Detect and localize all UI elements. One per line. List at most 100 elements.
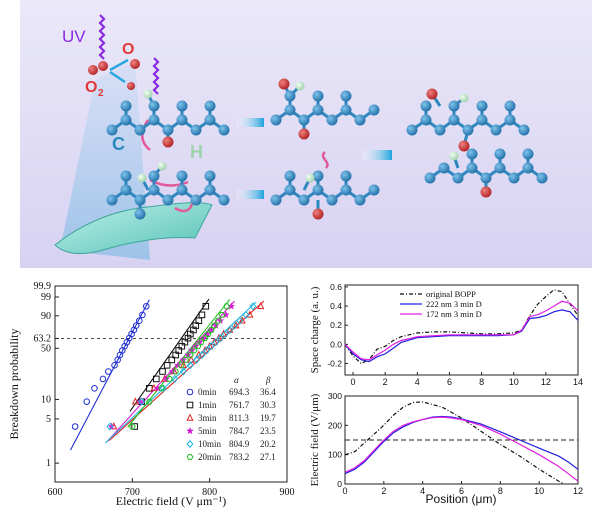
y-tick-label: 0.6 [330, 282, 342, 292]
data-point-0min-0 [71, 423, 79, 430]
x-tick-label: 6 [447, 377, 452, 387]
data-point-0min-17 [142, 302, 150, 310]
hydrogen-atom [295, 81, 305, 91]
carbon-atom [462, 124, 474, 136]
carbon-atom [204, 170, 216, 182]
carbon-atom [420, 114, 432, 126]
data-point-10min-17 [249, 302, 257, 311]
hydrogen-atom [137, 173, 147, 183]
carbon-atom [190, 124, 202, 136]
data-point-10min-0 [106, 422, 114, 431]
carbon-atom [284, 90, 296, 102]
carbon-atom [162, 194, 174, 206]
weibull-y-tick-label: 1 [46, 458, 51, 469]
carbon-atom [438, 162, 450, 174]
data-point-1min-3 [153, 375, 160, 383]
series-line-222-nm-3-min-d [344, 415, 579, 475]
data-point-0min-16 [139, 311, 146, 319]
x-tick-label: 0 [342, 486, 347, 496]
data-point-20min-1 [145, 398, 153, 405]
legend-beta-20min: 27.1 [260, 452, 276, 462]
data-point-0min-14 [132, 322, 140, 329]
carbon-atom [466, 148, 478, 160]
carbon-atom [476, 114, 488, 126]
data-point-10min-5 [186, 361, 194, 370]
data-point-1min-17 [202, 302, 210, 310]
bopp-film [54, 202, 213, 255]
oxygen-atom [480, 186, 492, 198]
o2-atom-b [98, 61, 108, 71]
carbon-atom [340, 90, 352, 102]
legend-alpha-5min: 784.7 [229, 426, 250, 436]
carbon-atom [420, 100, 432, 112]
data-point-0min-5 [111, 362, 118, 369]
space-charge-y-label: Space charge (a. u.) [309, 286, 321, 373]
carbon-atom [494, 148, 506, 160]
carbon-atom [284, 104, 296, 116]
legend-beta-header: β [265, 375, 271, 385]
data-point-20min-7 [186, 352, 194, 358]
weibull-y-tick-label: 99 [41, 292, 51, 303]
data-point-0min-15 [135, 317, 143, 325]
data-point-legend-1min [186, 401, 194, 409]
carbon-atom [120, 184, 132, 196]
carbon-atom [504, 100, 516, 112]
data-point-0min-4 [105, 368, 112, 375]
y-tick-label: 0.2 [330, 320, 342, 330]
carbon-atom [448, 114, 460, 126]
legend-alpha-20min: 783.2 [229, 452, 249, 462]
weibull-y-tick-label: 10 [41, 394, 51, 405]
carbon-atom [120, 100, 132, 112]
weibull-y-tick-label: 5 [46, 414, 51, 425]
carbon-atom [134, 194, 146, 206]
weibull-y-tick-label: 63.2 [34, 333, 52, 344]
fit-line-0min [69, 299, 150, 451]
uv-wave-small-icon [152, 57, 160, 95]
carbon-atom [284, 170, 296, 182]
data-point-20min-17 [223, 303, 231, 310]
data-point-10min-10 [212, 338, 220, 347]
y-tick-label: 200 [328, 420, 342, 430]
electric-field-y-label: Electric field (V/μm) [309, 393, 321, 486]
carbon-atom [312, 184, 324, 196]
y-tick-label: 0.0 [330, 339, 342, 349]
carbon-atom [148, 170, 160, 182]
data-point-legend-5min [186, 426, 194, 435]
carbon-atom [134, 124, 146, 136]
data-point-10min-15 [236, 316, 244, 325]
carbon-atom [434, 124, 446, 136]
data-point-20min-5 [177, 362, 185, 369]
legend-label-2: 172 nm 3 min D [426, 309, 482, 319]
data-point-10min-7 [198, 350, 206, 360]
carbon-atom [354, 114, 366, 126]
carbon-atom [176, 114, 188, 126]
data-point-10min-1 [138, 397, 146, 406]
hydrogen-atom [459, 93, 469, 103]
carbon-atom [326, 114, 338, 126]
weibull-y-tick-label: 99.9 [34, 281, 52, 292]
data-point-1min-5 [163, 362, 171, 369]
weibull-x-tick-label: 600 [48, 487, 63, 498]
x-tick-label: 14 [573, 377, 583, 387]
data-point-1min-6 [168, 356, 176, 364]
uv-wave-icon [98, 14, 106, 60]
carbon-atom [120, 114, 132, 126]
x-tick-label: 8 [498, 486, 503, 496]
oxygen-atom [278, 78, 290, 90]
data-point-1min-4 [159, 368, 166, 375]
carbon-atom [340, 104, 352, 116]
carbon-atom [326, 194, 338, 206]
carbon-label: C [112, 134, 125, 154]
data-point-10min-2 [159, 384, 167, 393]
carbon-atom [424, 172, 436, 184]
carbon-atom [522, 148, 534, 160]
molecule-models [106, 78, 548, 220]
carbon-atom [452, 172, 464, 184]
carbon-atom [106, 194, 118, 206]
carbon-atom [106, 124, 118, 136]
legend-label-10min: 10min [198, 439, 222, 449]
carbon-atom [176, 184, 188, 196]
hydrogen-label: H [190, 142, 203, 162]
